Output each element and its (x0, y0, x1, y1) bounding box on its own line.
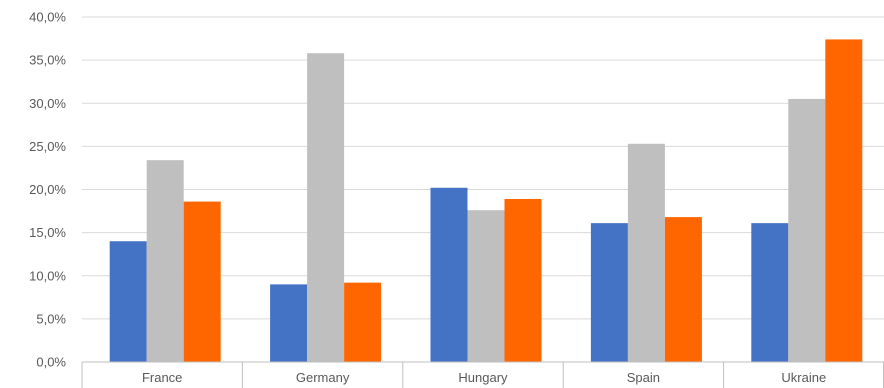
y-tick-label: 15,0% (29, 225, 66, 240)
bar (627, 143, 665, 362)
x-category-label: France (142, 370, 182, 385)
bars (109, 39, 863, 363)
bar (270, 284, 308, 362)
y-tick-label: 10,0% (29, 268, 66, 283)
bar (430, 187, 468, 362)
x-category-label: Ukraine (781, 370, 826, 385)
bar (504, 198, 542, 362)
y-tick-label: 25,0% (29, 139, 66, 154)
x-axis (81, 361, 884, 388)
bar (467, 210, 505, 362)
y-axis-tick-labels: 0,0% 5,0% 10,0% 15,0% 20,0% 25,0% 30,0% 35,0% 40… (29, 10, 66, 370)
bar (183, 201, 221, 362)
bar (751, 223, 789, 362)
bar (788, 98, 826, 362)
bar (109, 241, 147, 362)
x-category-label: Germany (296, 370, 350, 385)
x-axis-category-labels: France Germany Hungary Spain Ukraine (142, 370, 826, 385)
x-category-label: Hungary (458, 370, 508, 385)
bar (590, 223, 628, 362)
y-tick-label: 5,0% (36, 311, 66, 326)
y-tick-label: 0,0% (36, 355, 66, 370)
x-category-label: Spain (627, 370, 660, 385)
bar (146, 160, 184, 362)
y-tick-label: 40,0% (29, 10, 66, 25)
bar (307, 53, 345, 362)
bar (664, 217, 702, 362)
y-tick-label: 35,0% (29, 53, 66, 68)
bar (344, 282, 382, 362)
y-tick-label: 30,0% (29, 96, 66, 111)
bar (825, 39, 863, 363)
y-tick-label: 20,0% (29, 182, 66, 197)
